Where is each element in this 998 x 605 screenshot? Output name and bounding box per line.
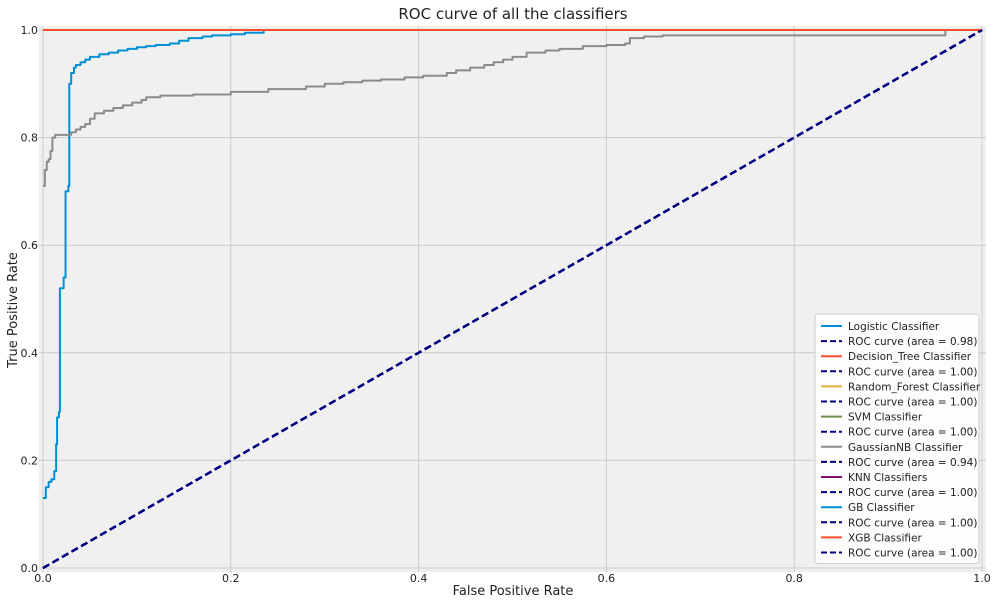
series-line-15 [42, 29, 983, 569]
legend-entry-label: ROC curve (area = 0.98) [848, 336, 977, 348]
legend-entry-label: XGB Classifier [848, 532, 922, 544]
legend-entry-label: ROC curve (area = 1.00) [848, 548, 977, 560]
x-tick-label: 0.8 [785, 572, 803, 585]
x-tick-label: 0.0 [34, 572, 52, 585]
axis-ticks: 0.0 0.2 0.4 0.6 0.8 1.0 0.0 0.2 0.4 0.6 0.8 1.0 [21, 24, 991, 585]
legend-entry-label: KNN Classifiers [848, 472, 927, 484]
legend-entry-label: GaussianNB Classifier [848, 442, 963, 454]
y-tick-label: 1.0 [21, 24, 39, 37]
legend-entry-label: ROC curve (area = 1.00) [848, 366, 977, 378]
legend-entry-label: GB Classifier [848, 502, 915, 514]
x-tick-label: 1.0 [973, 572, 991, 585]
y-tick-label: 0.2 [21, 454, 39, 467]
x-tick-label: 0.4 [410, 572, 428, 585]
y-tick-label: 0.4 [21, 347, 39, 360]
series-line-8 [43, 29, 982, 188]
legend-entry-label: Logistic Classifier [848, 321, 940, 333]
legend-entry-label: Decision_Tree Classifier [848, 351, 972, 363]
y-tick-label: 0.8 [21, 132, 39, 145]
legend-entry-label: ROC curve (area = 1.00) [848, 397, 977, 409]
x-axis-label: False Positive Rate [453, 584, 574, 599]
grid-lines [39, 26, 986, 572]
legend-box [814, 313, 980, 565]
legend-entry-label: ROC curve (area = 1.00) [848, 487, 977, 499]
series-line-0 [43, 31, 265, 500]
series-lines [42, 29, 983, 569]
y-tick-label: 0.6 [21, 239, 39, 252]
legend-entry-label: ROC curve (area = 0.94) [848, 457, 977, 469]
legend-entry-label: SVM Classifier [848, 412, 923, 424]
x-tick-label: 0.6 [598, 572, 616, 585]
y-tick-label: 0.0 [21, 562, 39, 575]
legend: Logistic Classifier ROC curve (area = 0.9… [814, 313, 981, 565]
legend-entry-label: ROC curve (area = 1.00) [848, 517, 977, 529]
y-axis-label: True Positive Rate [6, 252, 21, 369]
legend-entry-label: ROC curve (area = 1.00) [848, 427, 977, 439]
chart-title: ROC curve of all the classifiers [398, 5, 627, 23]
legend-entry-label: Random_Forest Classifier [848, 381, 981, 393]
x-tick-label: 0.2 [222, 572, 240, 585]
